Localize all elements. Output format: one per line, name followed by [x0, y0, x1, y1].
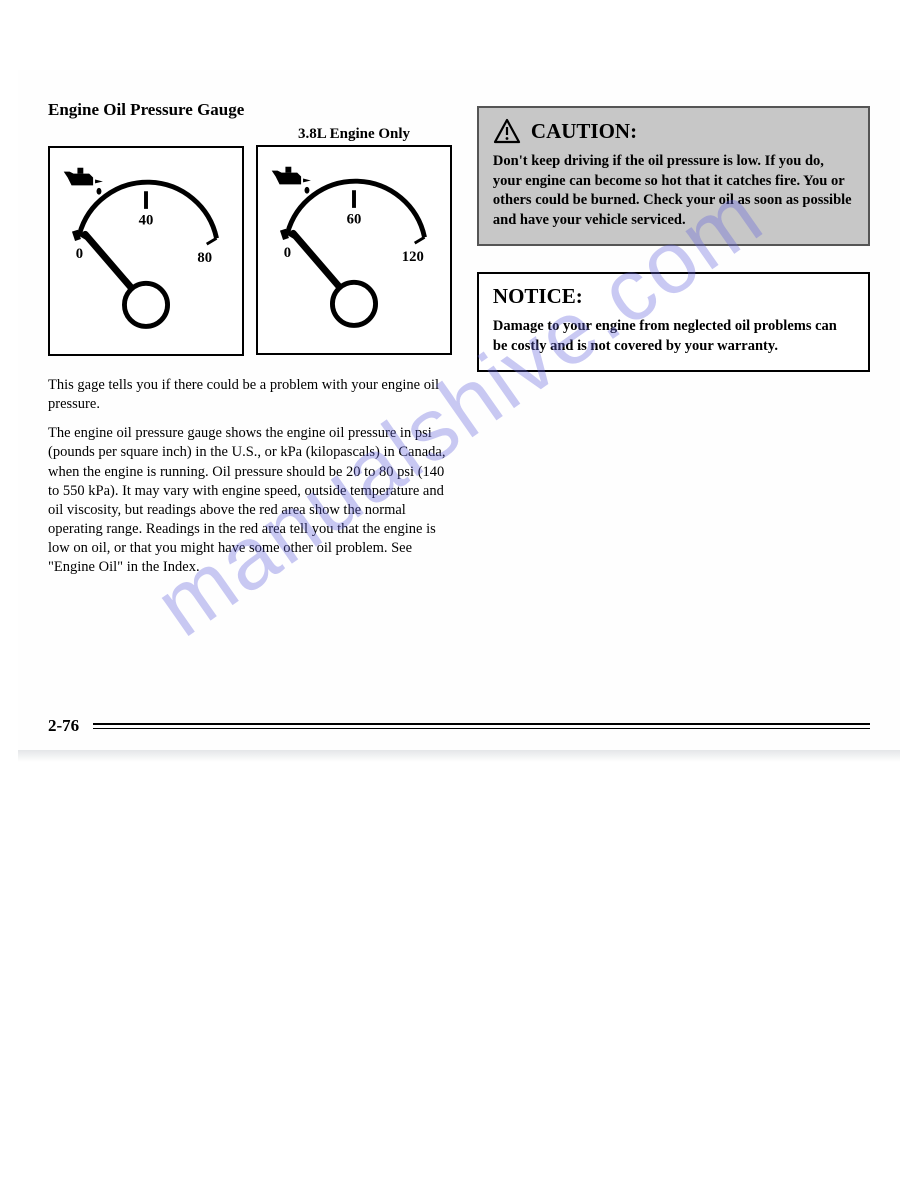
gauge-left-wrap: 0 40 80	[48, 126, 244, 356]
gauge-mid-label: 60	[347, 212, 362, 228]
gauge-right-wrap: 3.8L Engine Only	[256, 126, 452, 356]
gauge-low-label: 0	[284, 245, 291, 261]
warning-triangle-icon	[493, 118, 521, 144]
page-shadow	[18, 750, 900, 762]
caution-title: CAUTION:	[531, 119, 637, 144]
footer-rule	[93, 723, 870, 729]
oil-can-icon	[272, 167, 311, 194]
caution-header: CAUTION:	[493, 118, 854, 144]
caution-box: CAUTION: Don't keep driving if the oil p…	[477, 106, 870, 246]
oil-can-icon	[64, 168, 103, 195]
gauge-needle	[293, 233, 375, 325]
notice-text: Damage to your engine from neglected oil…	[493, 317, 854, 356]
content-columns: Engine Oil Pressure Gauge	[48, 100, 870, 587]
gauge-row: 0 40 80 3.8L Engine Only	[48, 126, 453, 356]
manual-page: manualshive.com Engine Oil Pressure Gaug…	[18, 70, 900, 750]
notice-box: NOTICE: Damage to your engine from negle…	[477, 272, 870, 372]
right-column: CAUTION: Don't keep driving if the oil p…	[477, 100, 870, 587]
gauge-right-sublabel: 3.8L Engine Only	[256, 126, 452, 143]
section-heading: Engine Oil Pressure Gauge	[48, 100, 453, 120]
notice-title: NOTICE:	[493, 284, 854, 309]
gauge-left: 0 40 80	[48, 146, 244, 356]
caution-text: Don't keep driving if the oil pressure i…	[493, 152, 854, 230]
page-footer: 2-76	[48, 716, 870, 736]
gauge-high-label: 120	[402, 249, 424, 265]
gauge-right: 0 60 120	[256, 145, 452, 355]
gauge-mid-label: 40	[139, 213, 154, 229]
paragraph-1: This gage tells you if there could be a …	[48, 376, 453, 414]
gauge-needle	[85, 234, 167, 326]
gauge-high-label: 80	[197, 250, 212, 266]
paragraph-2: The engine oil pressure gauge shows the …	[48, 424, 453, 577]
gauge-low-label: 0	[76, 246, 83, 262]
left-column: Engine Oil Pressure Gauge	[48, 100, 453, 587]
page-number: 2-76	[48, 716, 79, 736]
